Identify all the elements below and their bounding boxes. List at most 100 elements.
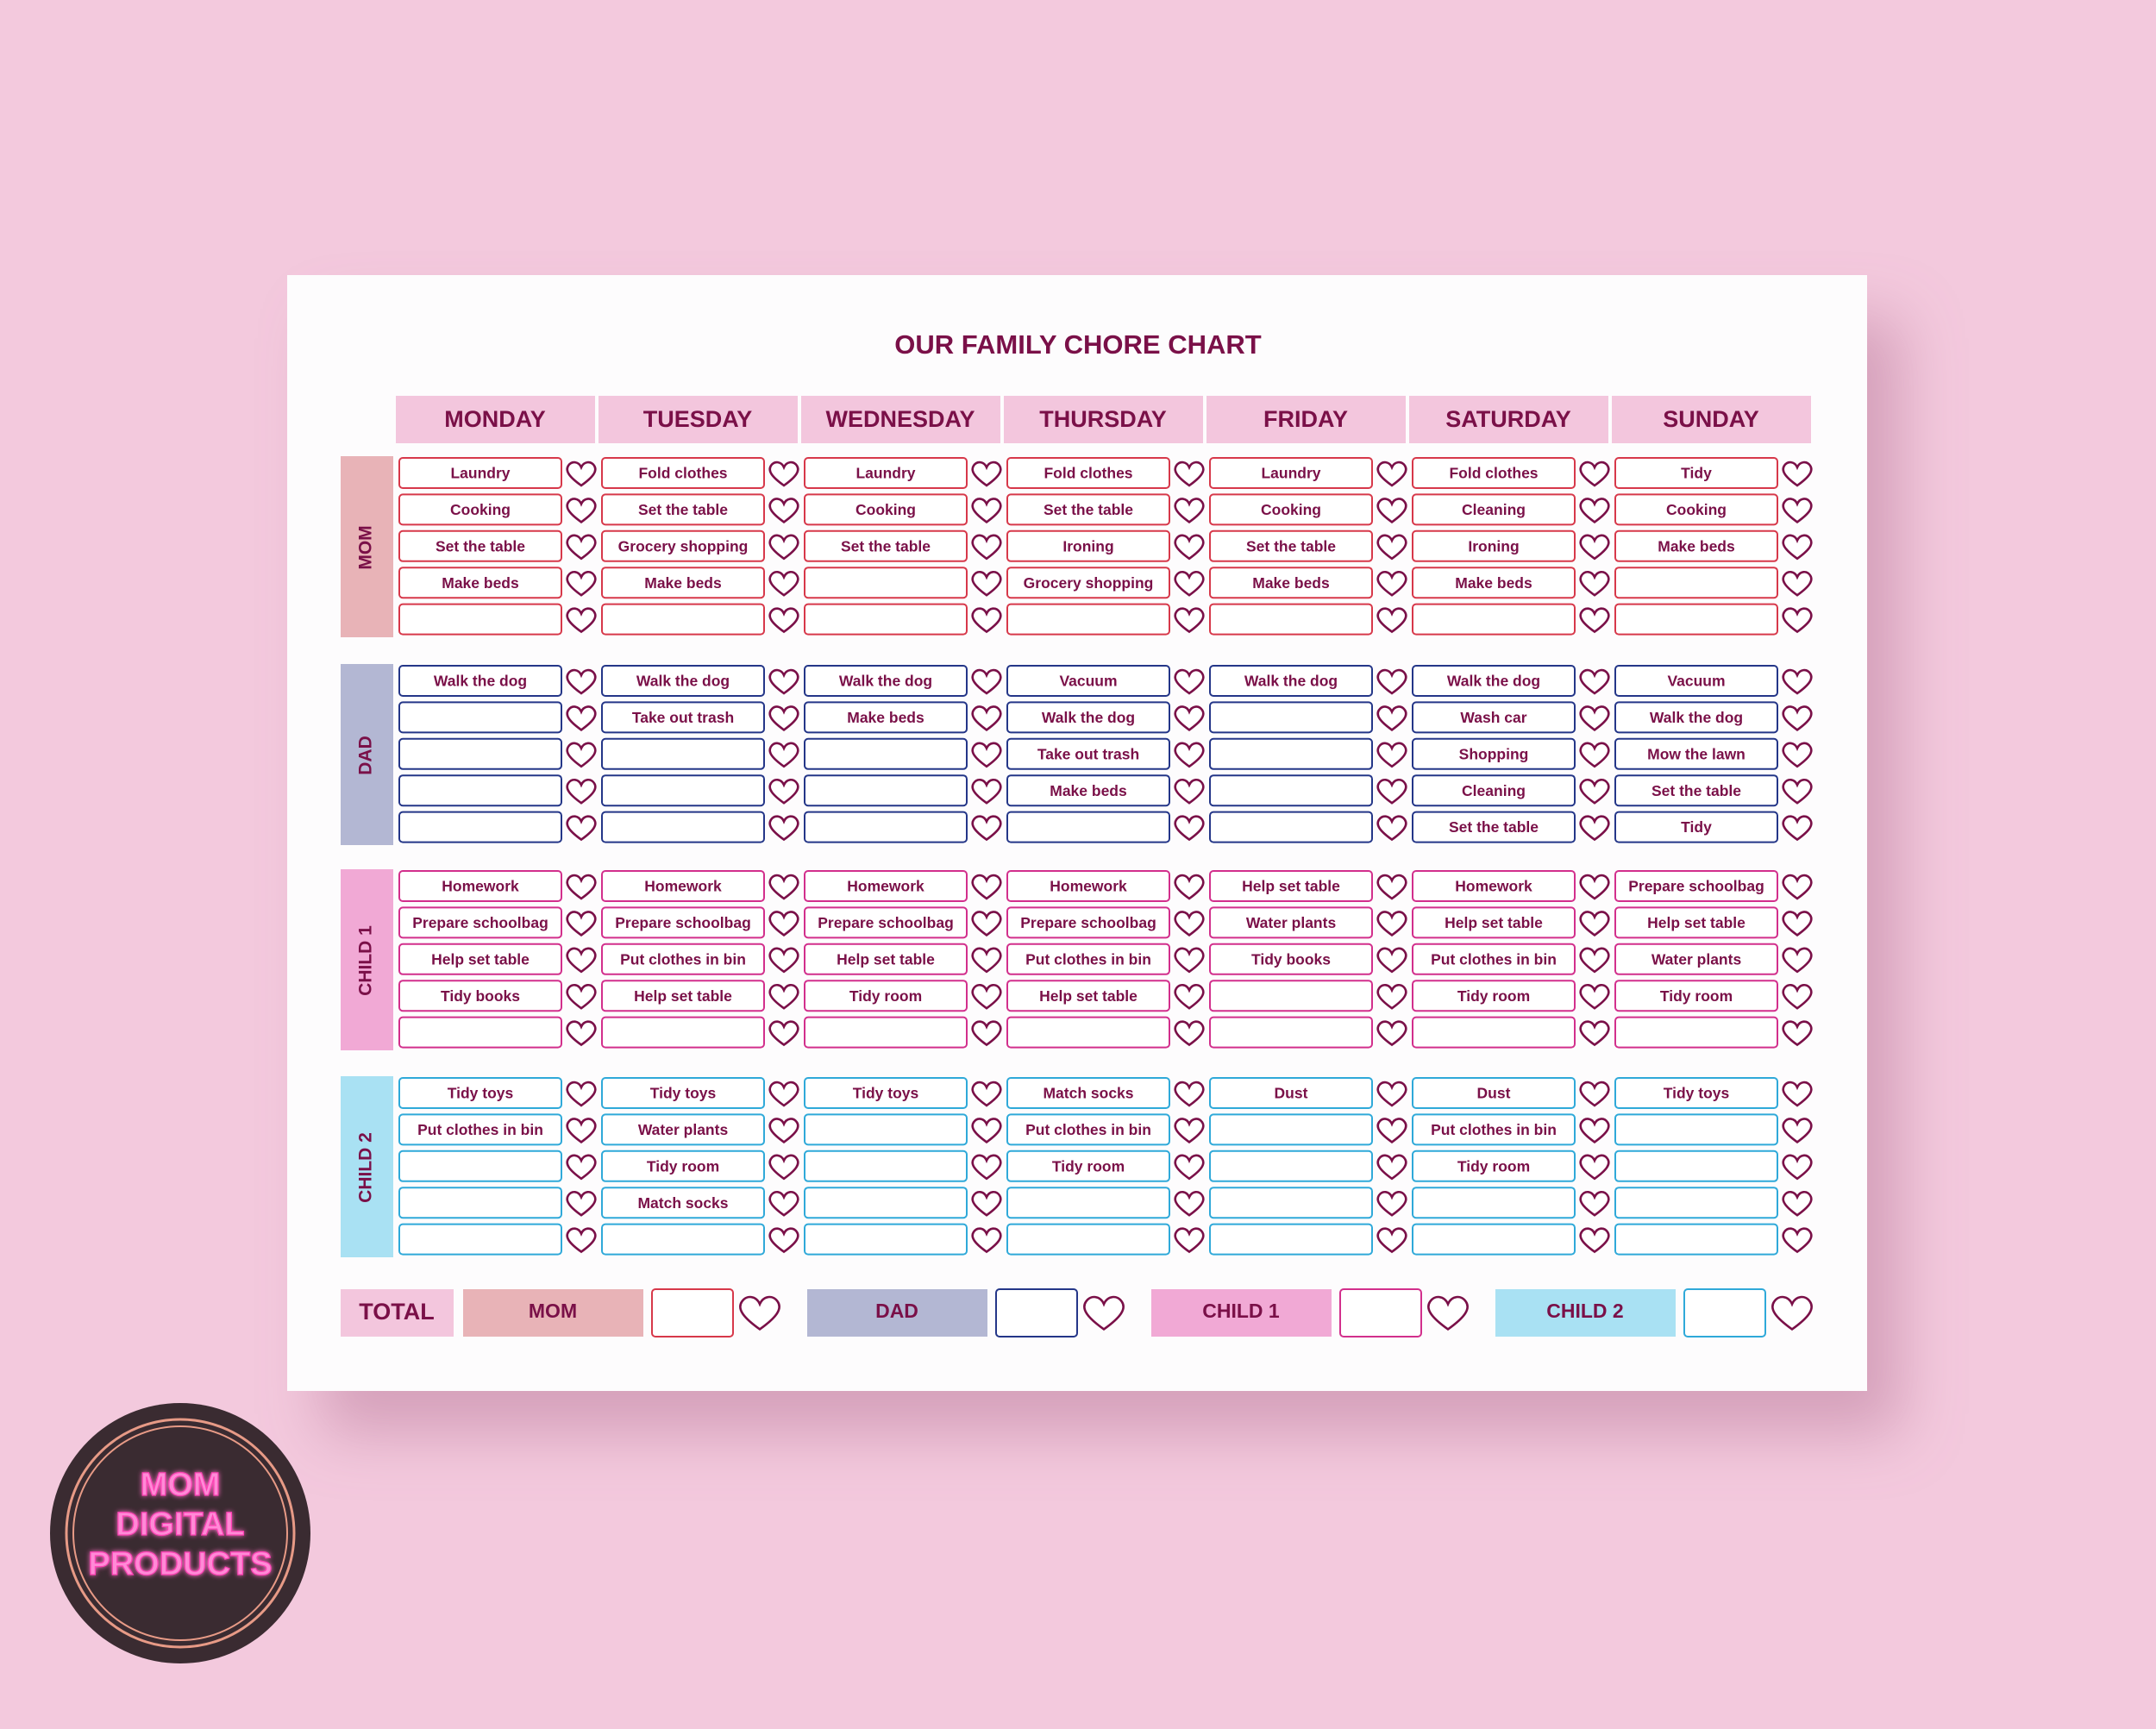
heart-checkbox <box>971 1118 1002 1143</box>
heart-checkbox <box>1083 1295 1125 1331</box>
chore-box <box>804 737 968 770</box>
chore-text: Water plants <box>1246 914 1337 931</box>
chore-text: Dust <box>1477 1085 1511 1102</box>
heart-checkbox <box>566 742 597 768</box>
chore-text: Fold clothes <box>1044 465 1132 482</box>
chore-box <box>601 701 765 734</box>
heart-checkbox <box>768 742 799 768</box>
heart-checkbox <box>566 668 597 695</box>
total-label: TOTAL <box>359 1299 435 1325</box>
chore-text: Tidy <box>1681 818 1712 836</box>
person-label-bg <box>341 1076 393 1257</box>
heart-checkbox <box>768 668 799 695</box>
total-box <box>1683 1288 1766 1337</box>
chore-box <box>1209 870 1373 902</box>
heart-checkbox <box>1376 1227 1407 1254</box>
chore-box <box>804 906 968 939</box>
heart-checkbox <box>566 984 597 1010</box>
chore-text: Prepare schoolbag <box>818 914 954 931</box>
chore-text: Help set table <box>634 987 732 1005</box>
chore-text: Match socks <box>637 1194 728 1212</box>
person-label: DAD <box>356 736 376 775</box>
chore-text: Water plants <box>638 1121 729 1138</box>
heart-checkbox <box>1174 668 1205 695</box>
heart-checkbox <box>1782 607 1813 634</box>
total-name: MOM <box>529 1300 577 1322</box>
heart-checkbox <box>1174 705 1205 731</box>
chore-box <box>1006 943 1170 975</box>
heart-checkbox <box>971 460 1002 487</box>
person-label-bg <box>341 869 393 1050</box>
day-label: WEDNESDAY <box>825 406 975 432</box>
chore-text: Tidy room <box>1052 1157 1125 1175</box>
chore-text: Ironing <box>1062 537 1113 554</box>
chore-text: Walk the dog <box>1447 673 1540 690</box>
logo-text: PRODUCTS <box>88 1546 272 1582</box>
chore-text: Help set table <box>1647 914 1745 931</box>
chore-box <box>804 567 968 599</box>
heart-checkbox <box>1782 742 1813 768</box>
chore-text: Put clothes in bin <box>1025 1121 1151 1138</box>
chore-text: Make beds <box>1658 537 1735 554</box>
chore-box <box>601 980 765 1012</box>
day-header <box>801 396 1000 443</box>
chore-box <box>804 1113 968 1146</box>
chore-text: Help set table <box>837 950 935 968</box>
chore-text: Homework <box>847 878 924 895</box>
heart-checkbox <box>971 607 1002 634</box>
chore-box <box>1209 1113 1373 1146</box>
chore-box <box>804 1016 968 1049</box>
heart-checkbox <box>1782 779 1813 805</box>
chore-text: Fold clothes <box>638 465 727 482</box>
chore-box <box>601 811 765 843</box>
heart-checkbox <box>768 1081 799 1107</box>
heart-checkbox <box>1376 984 1407 1010</box>
chore-box <box>601 567 765 599</box>
heart-checkbox <box>1579 1020 1610 1047</box>
chore-text: Laundry <box>856 465 915 482</box>
chore-text: Make beds <box>442 574 519 592</box>
chore-text: Set the table <box>436 537 525 554</box>
chore-box <box>398 603 562 636</box>
heart-checkbox <box>1579 460 1610 487</box>
day-header <box>599 396 798 443</box>
chore-box <box>1614 1187 1778 1219</box>
chore-box <box>398 774 562 807</box>
chore-box <box>1006 1187 1170 1219</box>
chore-box <box>1412 1223 1576 1256</box>
heart-checkbox <box>971 1227 1002 1254</box>
heart-checkbox <box>971 1154 1002 1181</box>
heart-checkbox <box>1782 815 1813 842</box>
heart-checkbox <box>1376 1081 1407 1107</box>
heart-checkbox <box>1376 668 1407 695</box>
heart-checkbox <box>1174 1191 1205 1217</box>
chore-box <box>1209 567 1373 599</box>
chore-box <box>1006 1223 1170 1256</box>
heart-checkbox <box>739 1295 780 1331</box>
heart-checkbox <box>971 742 1002 768</box>
chore-box <box>398 1187 562 1219</box>
chore-box <box>804 774 968 807</box>
chore-box <box>1209 1016 1373 1049</box>
heart-checkbox <box>566 947 597 974</box>
chore-box <box>1614 1150 1778 1182</box>
heart-checkbox <box>566 1118 597 1143</box>
chore-text: Make beds <box>644 574 722 592</box>
heart-checkbox <box>1174 742 1205 768</box>
chore-text: Cleaning <box>1462 782 1526 799</box>
heart-checkbox <box>768 1118 799 1143</box>
heart-checkbox <box>971 1081 1002 1107</box>
chore-box <box>804 1187 968 1219</box>
heart-checkbox <box>566 498 597 523</box>
chore-text: Put clothes in bin <box>1431 1121 1557 1138</box>
heart-checkbox <box>1376 705 1407 731</box>
heart-checkbox <box>768 607 799 634</box>
chore-box <box>1412 811 1576 843</box>
day-header <box>1206 396 1406 443</box>
chore-box <box>1412 701 1576 734</box>
chore-text: Grocery shopping <box>618 537 749 554</box>
heart-checkbox <box>1174 1081 1205 1107</box>
chore-text: Fold clothes <box>1449 465 1538 482</box>
chore-text: Wash car <box>1460 709 1526 726</box>
